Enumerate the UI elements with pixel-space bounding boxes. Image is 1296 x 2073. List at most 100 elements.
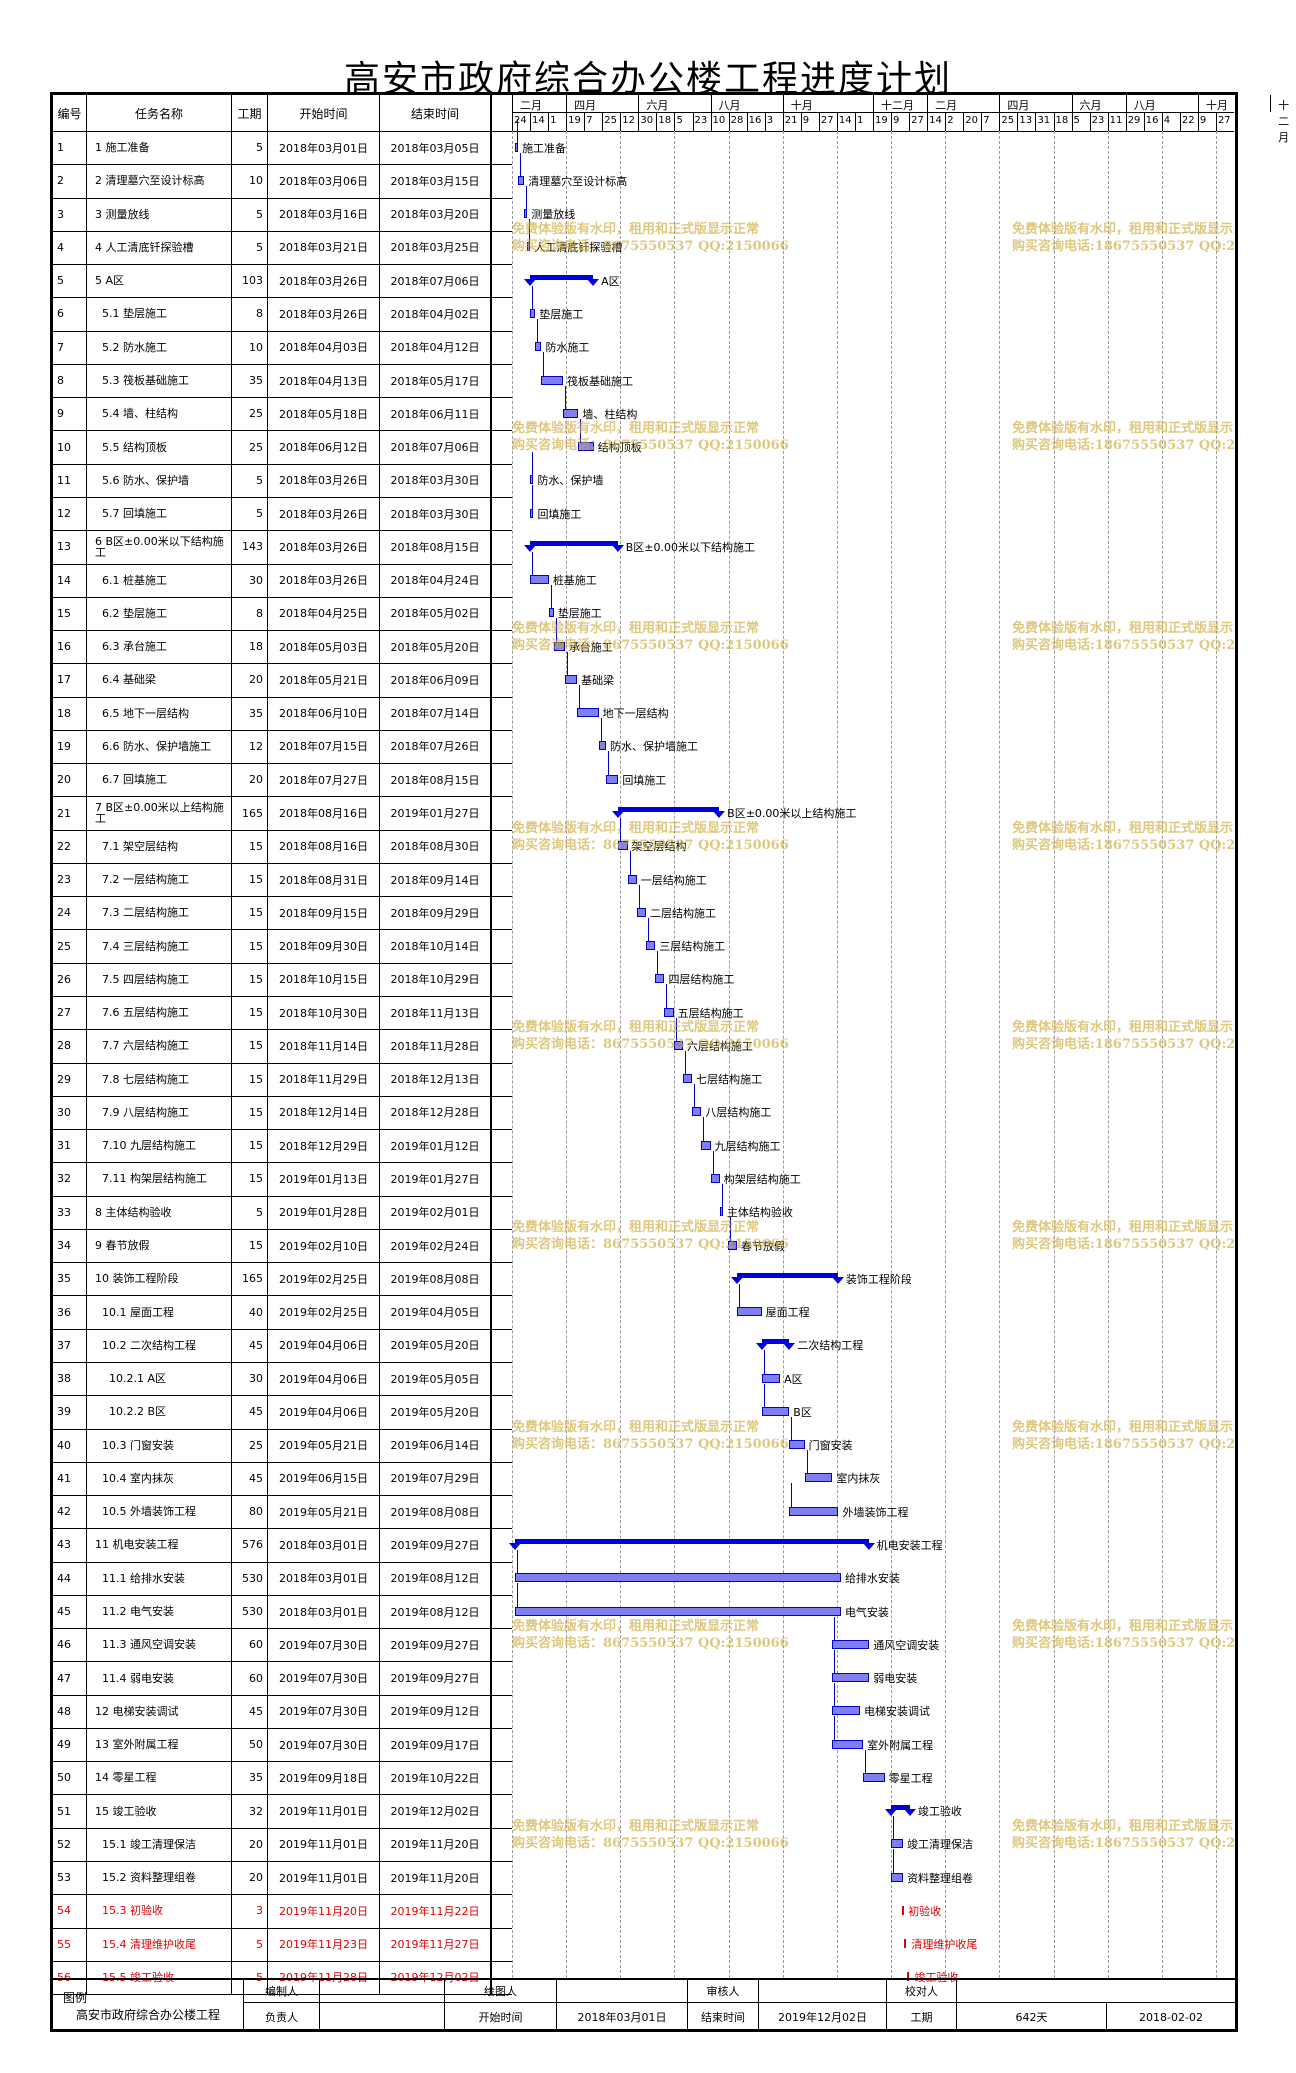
task-id: 5 [53,264,87,298]
task-id-text: 33 [57,1205,71,1219]
task-name: 5 A区 [87,264,232,298]
task-name-text: 3 测量放线 [95,207,150,221]
task-id-text: 42 [57,1505,71,1519]
day-tick [800,112,802,131]
task-end-text: 2019年12月02日 [390,1971,480,1985]
summary-bar [524,274,599,286]
table-row: 41 10.4 室内抹灰 45 2019年06月15日 2019年07月29日 [53,1461,512,1497]
task-duration-text: 15 [249,1172,263,1186]
task-end: 2018年03月05日 [380,131,492,165]
dependency-line [566,651,568,675]
task-start-text: 2018年09月30日 [279,940,368,954]
bar-label: 测量放线 [531,208,576,222]
bar-label: 墙、柱结构 [582,407,638,421]
bar-label: 门窗安装 [808,1439,853,1453]
task-name: 11 机电安装工程 [87,1528,232,1562]
task-end: 2019年01月12日 [380,1129,492,1163]
day-tick-label: 28 [730,115,744,126]
day-tick-label: 7 [586,115,593,126]
task-bar [515,142,519,152]
month-tick [1071,95,1073,112]
task-end-text: 2019年01月12日 [390,1139,480,1153]
task-id: 30 [53,1095,87,1130]
watermark-line: 免费体验版有水印，租用和正式版显示正常 [1012,1219,1234,1235]
day-tick [548,112,550,131]
task-name-text: 7.4 三层结构施工 [95,939,189,953]
task-duration-text: 45 [249,1471,263,1485]
task-id-text: 24 [57,906,71,920]
task-bar [527,242,531,252]
task-name: 11.4 弱电安装 [87,1661,232,1695]
task-id-text: 47 [57,1671,71,1685]
task-bar [832,1673,870,1683]
bar-label: 竣工验收 [917,1805,962,1819]
task-duration: 20 [232,663,268,697]
task-name: 6 B区±0.00米以下结构施工 [87,530,232,564]
task-start: 2018年06月10日 [268,696,380,730]
task-bar [535,342,542,352]
table-row: 36 10.1 屋面工程 40 2019年02月25日 2019年04月05日 [53,1295,512,1330]
bar-label: A区 [601,274,620,288]
bar-label: 结构顶板 [597,441,642,455]
task-start-text: 2019年06月15日 [279,1472,368,1486]
task-start: 2018年12月14日 [268,1095,380,1130]
task-start: 2018年03月01日 [268,131,380,165]
bar-label: 人工清底钎探验槽 [534,241,623,255]
task-duration: 30 [232,1361,268,1396]
task-start-text: 2018年04月25日 [279,607,368,621]
task-name-text: 7.2 一层结构施工 [95,873,189,887]
task-bar [737,1307,762,1317]
task-duration-text: 35 [249,706,263,720]
task-start: 2018年11月29日 [268,1062,380,1096]
task-start-text: 2018年05月21日 [279,673,368,687]
task-end-text: 2018年08月15日 [390,540,480,554]
day-tick-label: 23 [694,115,708,126]
task-duration: 10 [232,164,268,198]
task-duration-text: 15 [249,839,263,853]
day-tick-label: 27 [1217,115,1231,126]
task-end-text: 2019年09月17日 [390,1738,480,1752]
task-duration: 32 [232,1794,268,1828]
task-name: 3 测量放线 [87,197,232,231]
task-start: 2019年06月15日 [268,1461,380,1496]
watermark-line: 购买咨询电话:18675550537 QQ:2150066 [1012,238,1234,254]
task-name-text: 5.4 墙、柱结构 [95,407,178,421]
task-id: 22 [53,829,87,863]
task-duration-text: 15 [249,873,263,887]
drafter-label: 绘图人 [445,1980,557,2003]
dependency-line [564,385,566,409]
checker-value [957,1980,1235,2003]
task-id: 2 [53,164,87,198]
table-row: 51 15 竣工验收 32 2019年11月01日 2019年12月02日 [53,1794,512,1829]
task-duration-text: 60 [249,1671,263,1685]
day-tick [1161,112,1163,131]
task-id: 21 [53,796,87,830]
task-id-text: 35 [57,1272,71,1286]
owner-value [320,2003,445,2031]
day-tick [1089,112,1091,131]
task-bar [655,974,665,984]
task-end-text: 2018年09月14日 [390,873,480,887]
task-id: 7 [53,330,87,364]
task-bar [804,1473,833,1483]
bar-label: 防水、保护墙 [537,474,604,488]
task-end: 2018年07月06日 [380,430,492,464]
task-id-text: 51 [57,1804,71,1818]
task-name-text: 11.4 弱电安装 [95,1671,174,1685]
task-duration-text: 15 [249,1105,263,1119]
task-duration-text: 8 [256,307,263,321]
task-duration: 530 [232,1594,268,1629]
task-id: 18 [53,696,87,730]
task-id-text: 45 [57,1605,71,1618]
task-id: 35 [53,1262,87,1296]
task-name: 15 竣工验收 [87,1794,232,1828]
task-end: 2018年07月14日 [380,696,492,730]
table-row: 32 7.11 构架层结构施工 15 2019年01月13日 2019年01月27日 [53,1162,512,1197]
task-duration: 25 [232,430,268,464]
owner-label: 负责人 [244,2003,320,2031]
task-id-text: 15 [57,606,71,620]
bar-label: 春节放假 [741,1239,785,1253]
gridline [620,131,622,1978]
task-bar [530,475,534,485]
